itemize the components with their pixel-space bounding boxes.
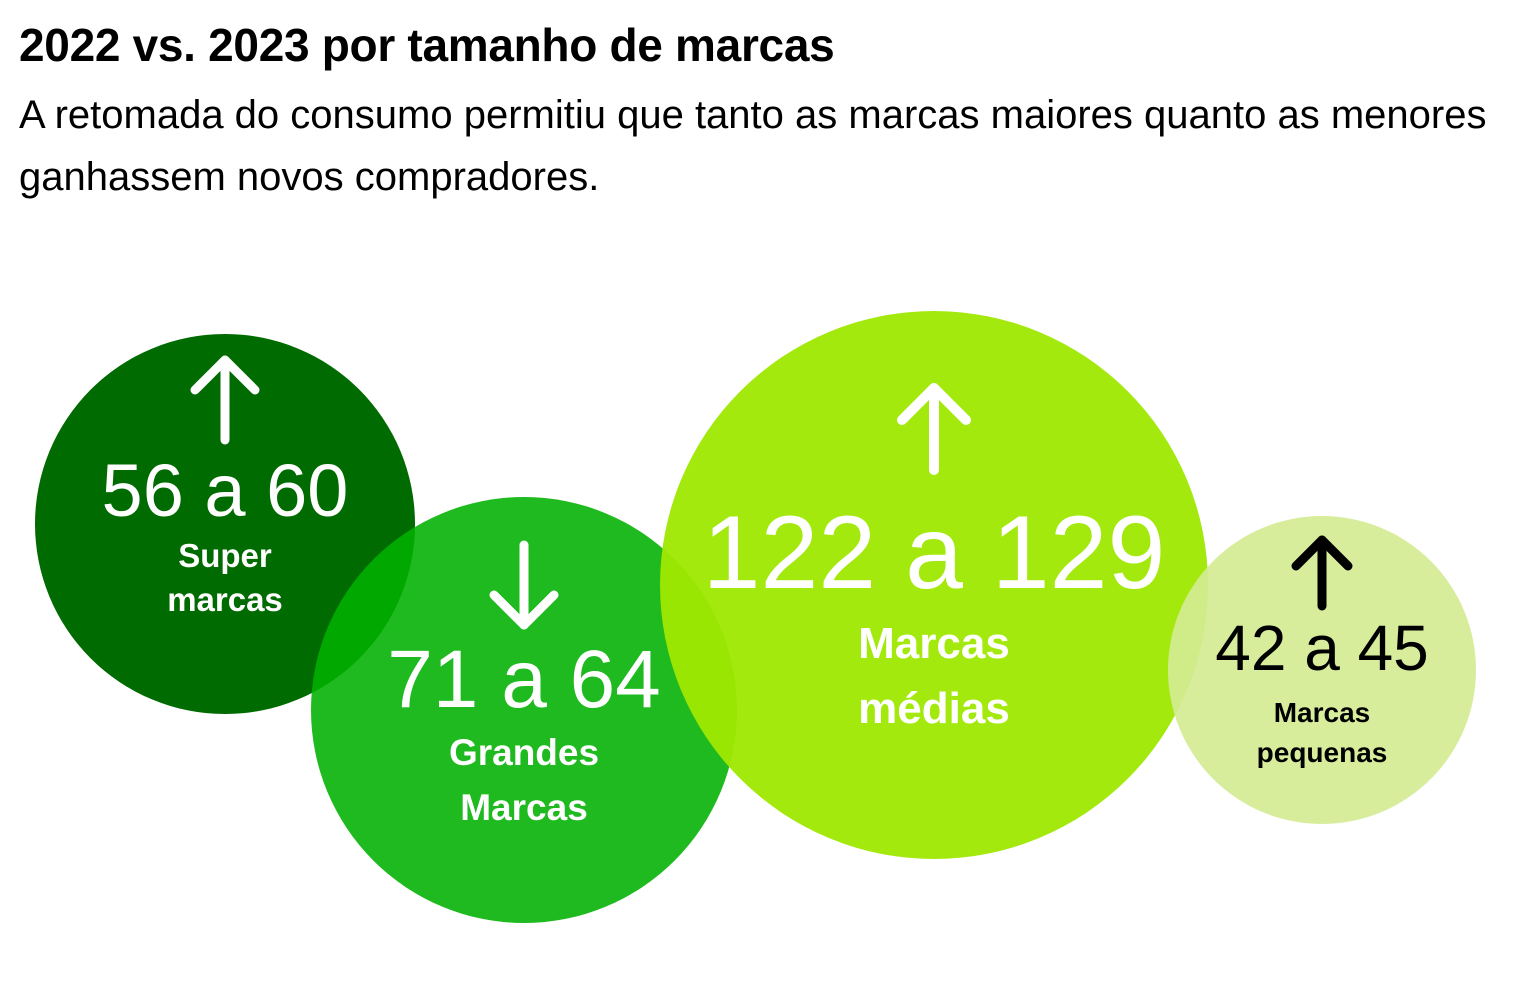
bubble-value-grandes-marcas: 71 a 64	[387, 634, 661, 725]
bubble-value-super-marcas: 56 a 60	[102, 449, 349, 532]
bubble-label-grandes-marcas-2: Marcas	[460, 787, 588, 828]
bubble-grandes-marcas	[311, 497, 737, 923]
bubble-label-marcas-medias-1: Marcas	[858, 619, 1010, 668]
arrow-up-icon	[1291, 535, 1353, 611]
bubble-label-marcas-pequenas-2: pequenas	[1257, 737, 1388, 768]
bubble-super-marcas	[35, 334, 415, 714]
bubble-marcas-medias	[660, 311, 1208, 859]
chart-subtitle: A retomada do consumo permitiu que tanto…	[19, 93, 1487, 199]
bubble-marcas-pequenas	[1168, 516, 1476, 824]
bubble-group-marcas-pequenas: 42 a 45 Marcas pequenas	[1215, 535, 1429, 768]
chart-title: 2022 vs. 2023 por tamanho de marcas	[19, 19, 835, 71]
bubble-label-super-marcas-1: Super	[178, 537, 272, 574]
bubble-label-grandes-marcas-1: Grandes	[449, 732, 599, 773]
arrow-up-icon	[897, 383, 971, 475]
bubble-label-marcas-pequenas-1: Marcas	[1274, 697, 1371, 728]
arrow-up-icon	[190, 355, 260, 445]
arrow-down-icon	[489, 540, 559, 630]
bubble-value-marcas-medias: 122 a 129	[703, 495, 1166, 611]
bubble-group-super-marcas: 56 a 60 Super marcas	[102, 355, 349, 618]
bubble-label-marcas-medias-2: médias	[858, 684, 1010, 733]
bubble-label-super-marcas-2: marcas	[167, 581, 283, 618]
bubble-value-marcas-pequenas: 42 a 45	[1215, 612, 1429, 684]
bubble-group-grandes-marcas: 71 a 64 Grandes Marcas	[387, 540, 661, 828]
bubble-group-marcas-medias: 122 a 129 Marcas médias	[703, 383, 1166, 733]
